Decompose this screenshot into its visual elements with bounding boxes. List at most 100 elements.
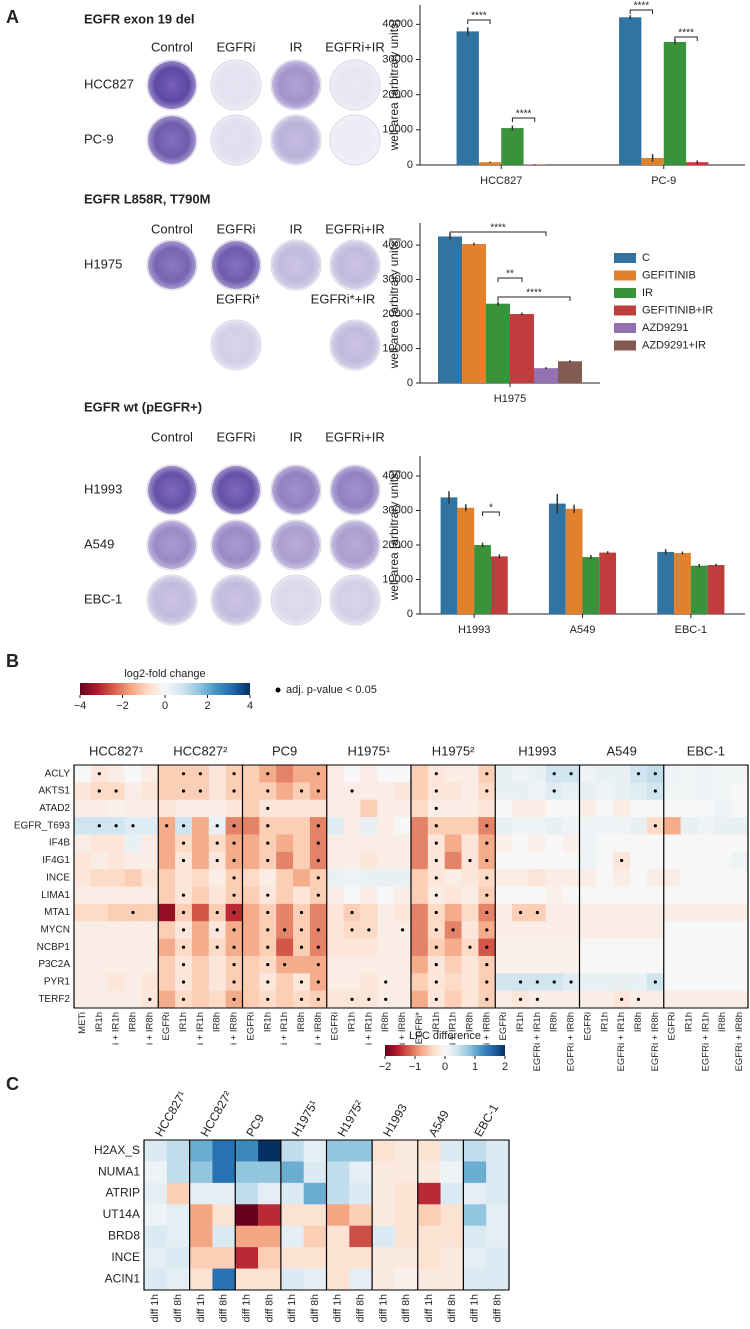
heatmap-cell — [235, 1268, 259, 1291]
heatmap-cell — [596, 782, 614, 801]
heatmap-cell — [74, 869, 92, 887]
heatmap-cell — [646, 851, 665, 870]
heatmap-cell — [680, 765, 698, 783]
column-label: i + IR8h — [481, 1012, 492, 1045]
heatmap-cell — [697, 782, 715, 801]
heatmap-cell — [562, 782, 580, 801]
heatmap-cell — [326, 886, 344, 905]
heatmap-cell — [731, 938, 749, 957]
heatmap-cell — [512, 921, 530, 939]
heatmap-cell — [74, 903, 92, 922]
heatmap-cell — [276, 973, 294, 991]
heatmap-cell — [360, 782, 378, 801]
heatmap-cell — [440, 1161, 464, 1184]
column-label: IR1h — [262, 1012, 273, 1032]
heatmap-cell — [714, 817, 732, 835]
row-label: EBC-1 — [84, 591, 122, 606]
heatmap-cell — [235, 1140, 259, 1162]
significance-dot — [434, 963, 438, 967]
significance-label: **** — [490, 223, 506, 234]
y-tick-label: 10000 — [382, 342, 413, 354]
heatmap-cell — [124, 955, 142, 974]
heatmap-cell — [495, 765, 513, 783]
x-tick-label: PC-9 — [651, 175, 676, 187]
heatmap-cell — [309, 799, 328, 818]
heatmap-cell — [107, 851, 125, 870]
heatmap-cell — [731, 765, 749, 783]
heatmap-cell — [444, 973, 462, 991]
heatmap-cell — [461, 817, 479, 835]
heatmap-cell — [444, 799, 462, 818]
heatmap-cell — [349, 1182, 373, 1205]
heatmap-cell — [495, 851, 513, 870]
column-label: IR — [290, 39, 303, 54]
significance-dot — [232, 928, 236, 932]
significance-dot — [636, 772, 641, 776]
heatmap-cell — [242, 903, 260, 922]
heatmap-cell — [107, 990, 125, 1009]
heatmap-cell — [417, 1161, 441, 1184]
significance-bracket — [511, 117, 536, 122]
significance-dot — [434, 928, 438, 932]
heatmap-cell — [495, 782, 513, 801]
heatmap-cell — [242, 938, 260, 957]
heatmap-cell — [166, 1161, 190, 1184]
significance-dot — [620, 997, 624, 1001]
heatmap-cell — [280, 1204, 304, 1227]
heatmap-cell — [303, 1268, 327, 1291]
column-label: EGFRi — [217, 221, 256, 236]
heatmap-cell — [512, 869, 530, 887]
row-label: ACIN1 — [105, 1271, 141, 1285]
significance-dot — [451, 928, 455, 932]
significance-dot — [266, 841, 270, 845]
heatmap-cell — [280, 1140, 304, 1162]
heatmap-cell — [697, 765, 715, 783]
heatmap-cell — [235, 1247, 259, 1269]
heatmap-cell — [680, 869, 698, 887]
heatmap-cell — [528, 817, 547, 835]
significance-dot — [434, 876, 438, 880]
heatmap-cell — [293, 869, 311, 887]
significance-label: **** — [634, 1, 650, 12]
bar — [501, 128, 524, 165]
heatmap-cell — [663, 834, 681, 853]
heatmap-cell — [90, 955, 108, 974]
heatmap-cell — [545, 903, 563, 922]
significance-dot — [215, 928, 219, 932]
heatmap-cell — [411, 765, 429, 783]
section-title: EGFR exon 19 del — [84, 11, 195, 26]
bar — [534, 368, 558, 383]
heatmap-cell — [74, 834, 92, 853]
group-label: H1975¹ — [348, 743, 391, 758]
heatmap-cell — [349, 1204, 373, 1227]
well-stain — [148, 241, 196, 289]
well-stain — [331, 576, 379, 624]
heatmap-cell — [144, 1225, 168, 1248]
heatmap-cell — [463, 1225, 487, 1248]
significance-dot — [552, 980, 556, 984]
heatmap-cell — [191, 938, 210, 957]
heatmap-cell — [293, 817, 311, 835]
significance-dot — [350, 997, 354, 1001]
heatmap-cell — [613, 765, 631, 783]
significance-bracket — [497, 296, 571, 301]
legend-swatch — [614, 288, 636, 298]
significance-dot — [434, 858, 438, 863]
column-label: i + IR1h — [111, 1012, 122, 1045]
colorbar-tick-label: 0 — [162, 700, 168, 712]
heatmap-cell — [394, 817, 412, 835]
significance-dot — [232, 858, 236, 863]
significance-dot — [316, 841, 320, 845]
significance-dot — [299, 945, 304, 949]
heatmap-cell — [242, 799, 260, 818]
bar — [438, 236, 462, 383]
heatmap-cell — [613, 799, 631, 818]
heatmap-cell — [309, 903, 328, 922]
heatmap-cell — [411, 817, 429, 835]
heatmap-cell — [697, 834, 715, 853]
heatmap-cell — [562, 799, 580, 818]
significance-label: **** — [471, 11, 487, 22]
heatmap-cell — [225, 799, 243, 818]
heatmap-cell — [74, 938, 92, 957]
heatmap-cell — [189, 1182, 213, 1205]
